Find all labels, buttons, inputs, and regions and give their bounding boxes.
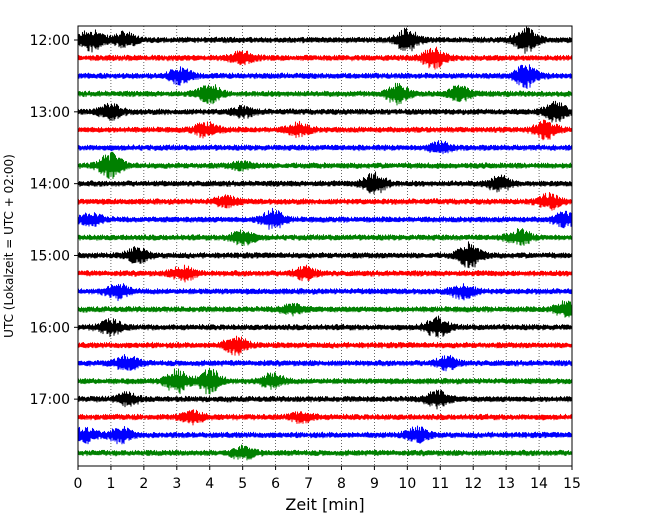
y-tick-label: 17:00 xyxy=(30,392,70,408)
x-tick-label: 13 xyxy=(497,476,515,492)
trace-1215 xyxy=(77,46,573,70)
x-tick-label: 3 xyxy=(172,476,181,492)
trace-1730 xyxy=(77,425,573,445)
trace-1330 xyxy=(77,140,573,155)
trace-1745 xyxy=(77,444,573,461)
trace-1615 xyxy=(77,335,573,356)
x-tick-label: 15 xyxy=(563,476,581,492)
trace-1200 xyxy=(77,26,573,54)
x-tick-label: 0 xyxy=(74,476,83,492)
trace-1430 xyxy=(77,207,573,230)
x-tick-label: 11 xyxy=(431,476,449,492)
y-tick-label: 15:00 xyxy=(30,248,70,264)
x-tick-label: 1 xyxy=(106,476,115,492)
trace-1415 xyxy=(77,192,573,211)
x-axis-ticks: 0 1 2 3 4 5 6 7 8 9 10 11 12 13 14 15 xyxy=(74,466,581,492)
x-tick-label: 12 xyxy=(464,476,482,492)
trace-1645 xyxy=(77,367,573,395)
y-tick-label: 12:00 xyxy=(30,33,70,49)
x-tick-label: 7 xyxy=(304,476,313,492)
trace-1230 xyxy=(77,64,573,90)
plot-frame xyxy=(77,25,573,467)
y-axis-label: UTC (Lokalzeit = UTC + 02:00) xyxy=(2,154,16,338)
x-tick-label: 4 xyxy=(205,476,214,492)
trace-1700 xyxy=(77,389,573,410)
trace-1600 xyxy=(77,315,573,338)
trace-1500 xyxy=(77,241,573,269)
x-tick-label: 5 xyxy=(238,476,247,492)
x-axis-label: Zeit [min] xyxy=(285,495,364,514)
trace-1400 xyxy=(77,171,573,195)
trace-1530 xyxy=(77,283,573,302)
x-tick-label: 6 xyxy=(271,476,280,492)
x-tick-label: 8 xyxy=(337,476,346,492)
trace-1315 xyxy=(77,119,573,141)
trace-1545 xyxy=(77,300,573,318)
trace-1245 xyxy=(77,82,573,106)
trace-1300 xyxy=(77,100,573,123)
x-tick-label: 10 xyxy=(398,476,416,492)
y-axis-ticks: 12:00 13:00 14:00 15:00 16:00 17:00 xyxy=(30,33,78,408)
trace-lines xyxy=(77,26,573,461)
y-tick-label: 16:00 xyxy=(30,320,70,336)
y-tick-label: 13:00 xyxy=(30,105,70,121)
x-tick-label: 14 xyxy=(530,476,548,492)
trace-1345 xyxy=(77,151,573,180)
trace-1515 xyxy=(77,264,573,283)
x-tick-label: 9 xyxy=(370,476,379,492)
trace-1715 xyxy=(77,409,573,426)
y-tick-label: 14:00 xyxy=(30,177,70,193)
x-tick-label: 2 xyxy=(139,476,148,492)
trace-1445 xyxy=(77,228,573,247)
trace-1630 xyxy=(77,354,573,372)
